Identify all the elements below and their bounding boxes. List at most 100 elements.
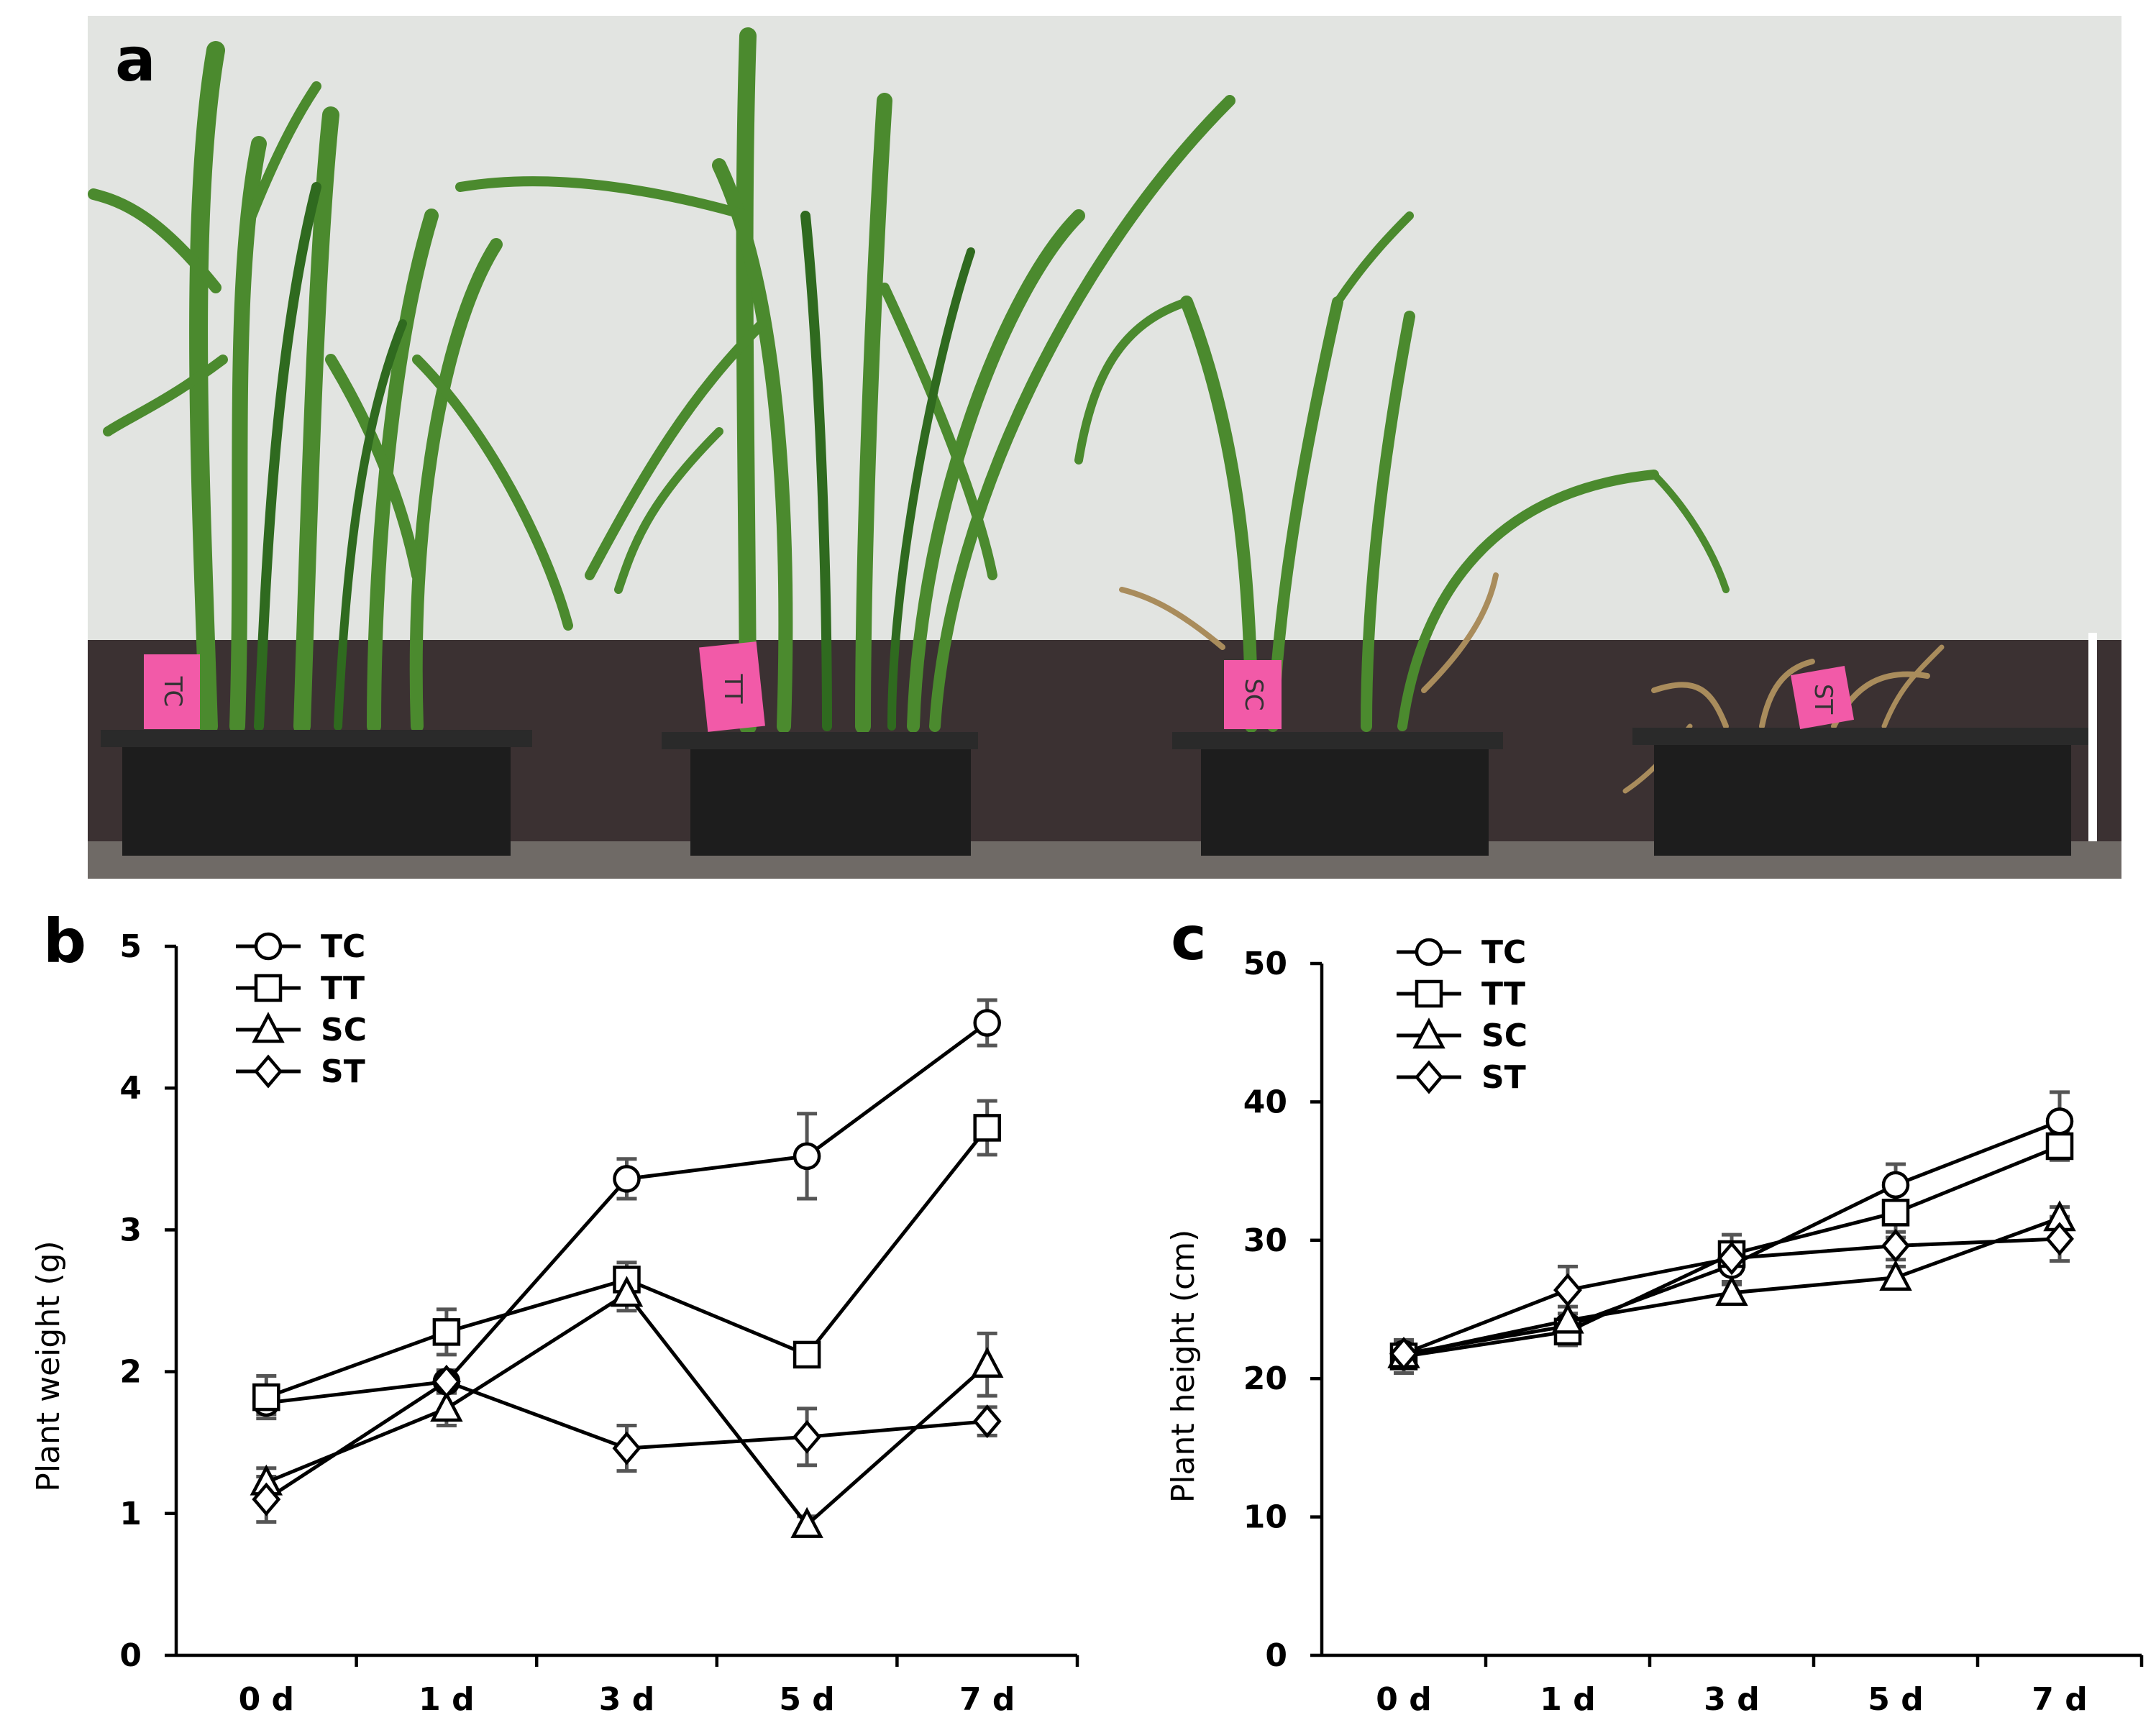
y-tick-label: 10 [1243, 1499, 1287, 1536]
data-point-tc [792, 1142, 821, 1171]
plant-height-chart: c Plant height (cm) 0 10 20 30 40 50 0 d 1 d 3 d… [1165, 903, 2144, 1718]
legend-marker-st [254, 1054, 283, 1089]
legend-label-st: ST [1481, 1059, 1526, 1096]
y-tick-label: 40 [1243, 1084, 1287, 1120]
legend-marker-sc [1412, 1017, 1445, 1049]
pot-rim-sc [1172, 732, 1503, 749]
plant-leaves-tt-dark [800, 211, 975, 731]
data-point-st [1389, 1337, 1418, 1371]
data-point-sc [1879, 1259, 1912, 1291]
data-point-sc [610, 1276, 644, 1307]
data-point-st [1717, 1241, 1746, 1276]
legend-label-st: ST [321, 1053, 365, 1090]
plant-leaves-tt [455, 27, 1235, 735]
plant-leaves-sc-dry [1119, 572, 1499, 693]
data-point-tt [432, 1318, 461, 1346]
y-tick-label: 5 [119, 928, 142, 965]
pot-rim-tc [101, 730, 532, 747]
legend-marker-st [1415, 1060, 1443, 1094]
x-tick-label: 3 d [599, 1681, 654, 1718]
pot-tt [690, 737, 971, 856]
x-tick-label: 7 d [959, 1681, 1015, 1718]
legend-marker-tc [1415, 938, 1443, 966]
plant-pot-tt: TT [455, 27, 1235, 856]
legend-label-tc: TC [321, 928, 365, 965]
y-tick-label: 50 [1243, 946, 1287, 982]
scale-bar [2088, 633, 2097, 841]
legend: TC TT SC ST [1397, 934, 1527, 1096]
legend-label-sc: SC [1481, 1017, 1527, 1054]
y-tick-label: 30 [1243, 1222, 1287, 1259]
legend-marker-sc [252, 1012, 285, 1043]
pot-tc [122, 733, 511, 856]
y-tick-label: 3 [119, 1212, 142, 1248]
series-line-tc [266, 1021, 989, 1405]
y-tick-label: 4 [119, 1070, 142, 1107]
data-point-tt [792, 1340, 821, 1369]
data-point-tt [2045, 1132, 2074, 1161]
data-point-tt [973, 1114, 1001, 1142]
plot-area: 0 10 20 30 40 50 0 d 1 d 3 d 5 d 7 d [1243, 946, 2144, 1718]
data-point-tt [252, 1383, 280, 1412]
data-point-tc [973, 1009, 1001, 1037]
legend-label-sc: SC [321, 1012, 367, 1048]
panel-letter-c: c [1171, 903, 1207, 974]
plant-tag-tc [144, 654, 200, 729]
plot-area: 0 1 2 3 4 5 0 d 1 d 3 d 5 d 7 d [119, 928, 1079, 1718]
data-point-st [252, 1482, 281, 1517]
data-point-sc [790, 1506, 823, 1538]
plant-pot-sc: SC [1074, 211, 1730, 856]
plant-tag-tt [699, 641, 765, 732]
data-point-tc [613, 1165, 641, 1193]
x-tick-label: 1 d [419, 1681, 474, 1718]
y-axis-title: Plant weight (g) [30, 1240, 67, 1491]
y-axis-title: Plant height (cm) [1165, 1230, 1202, 1503]
plant-tag-label-tt: TT [718, 674, 747, 704]
plant-photo-panel: TC TT [88, 16, 2121, 879]
x-tick-label: 5 d [779, 1681, 834, 1718]
legend-marker-tc [254, 932, 283, 961]
plant-weight-chart: b Plant weight (g) 0 1 2 3 4 5 0 d 1 d 3 d 5 d 7 d… [30, 906, 1079, 1718]
x-tick-label: 3 d [1704, 1681, 1759, 1718]
panel-letter-a: a [115, 24, 156, 95]
data-point-sc [1551, 1302, 1584, 1334]
panel-letter-b: b [43, 906, 86, 976]
data-point-st [431, 1364, 461, 1399]
data-point-sc [970, 1346, 1004, 1378]
legend-marker-tt [254, 974, 283, 1002]
legend-label-tc: TC [1481, 934, 1526, 971]
x-tick-label: 7 d [2032, 1681, 2087, 1718]
data-point-sc [1715, 1275, 1748, 1307]
series-line-sc [265, 1291, 989, 1528]
pot-st [1654, 733, 2071, 856]
y-axis-title-text: Plant height (cm) [1165, 1230, 1202, 1503]
data-point-tc [2045, 1107, 2074, 1135]
plant-leaves-tc [88, 41, 573, 736]
legend-marker-tt [1415, 979, 1443, 1008]
y-tick-label: 0 [1265, 1637, 1287, 1674]
y-tick-label: 1 [119, 1496, 142, 1532]
legend-label-tt: TT [321, 970, 365, 1007]
pot-rim-st [1632, 728, 2093, 745]
data-point-sc [430, 1391, 463, 1422]
x-tick-label: 0 d [1376, 1681, 1431, 1718]
plant-pot-st: ST [1622, 644, 2093, 856]
data-point-st [2045, 1222, 2074, 1256]
pot-sc [1201, 737, 1489, 856]
data-point-tt [1881, 1199, 1910, 1227]
y-axis-title-text: Plant weight (g) [30, 1240, 67, 1491]
x-tick-label: 5 d [1868, 1681, 1923, 1718]
y-tick-label: 0 [119, 1637, 142, 1674]
plant-tag-sc [1224, 660, 1282, 729]
plant-pot-tc: TC [88, 41, 573, 856]
legend-label-tt: TT [1481, 976, 1525, 1012]
plant-tag-st [1790, 665, 1855, 730]
x-tick-label: 0 d [239, 1681, 294, 1718]
pot-rim-tt [662, 732, 978, 749]
data-point-st [1553, 1273, 1582, 1307]
y-tick-label: 20 [1243, 1360, 1287, 1397]
plant-tag-label-sc: SC [1239, 678, 1268, 710]
plant-tag-label-st: ST [1809, 684, 1837, 715]
data-point-tc [1881, 1171, 1910, 1199]
